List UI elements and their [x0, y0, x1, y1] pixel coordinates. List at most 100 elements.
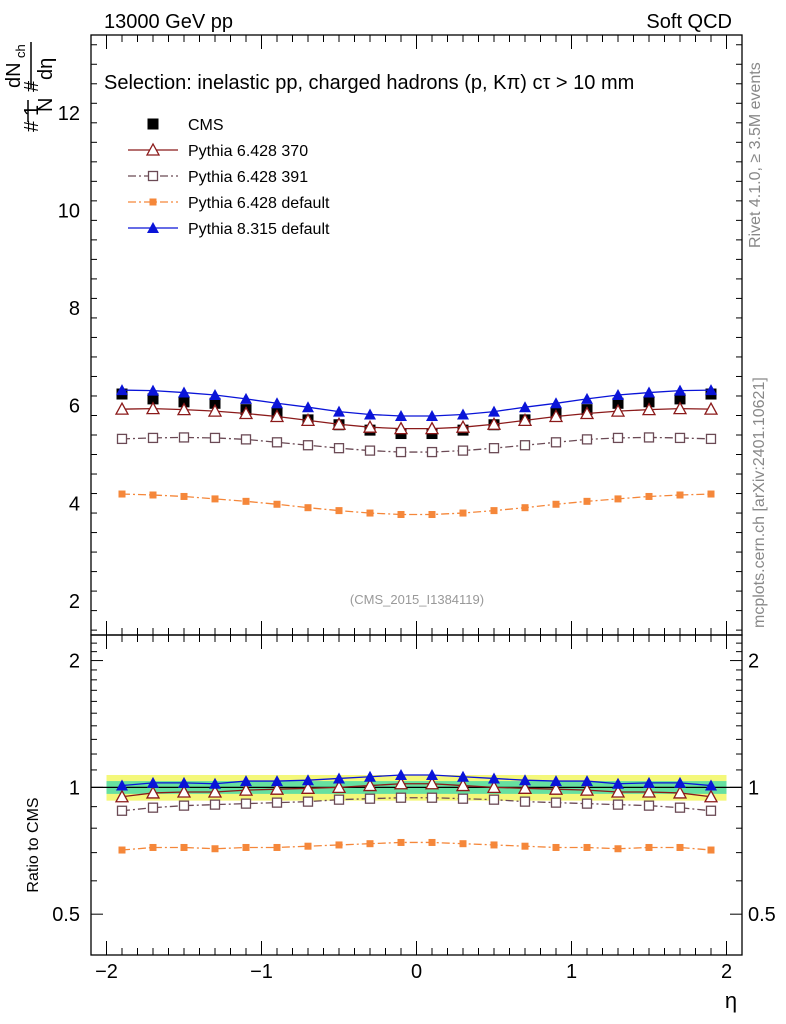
point-p391: [612, 432, 624, 444]
ratio-point-p370: [238, 782, 254, 796]
point-p370: [238, 406, 254, 420]
ratio-point-p370: [393, 776, 409, 790]
point-p6def: [583, 497, 591, 505]
ratio-y-tick-label-right: 1: [748, 777, 759, 799]
ratio-point-p391: [209, 799, 221, 810]
ratio-point-p391: [519, 796, 531, 807]
ratio-point-p391: [364, 793, 376, 804]
rivet-version-label: Rivet 4.1.0, ≥ 3.5M events: [747, 62, 764, 248]
ratio-point-p8def: [302, 774, 314, 786]
point-p8def: [333, 405, 345, 417]
ratio-x-tick-label: 0: [411, 961, 422, 983]
point-p391: [209, 432, 221, 444]
point-p8def: [302, 401, 314, 413]
ratio-point-p6def: [211, 845, 219, 853]
ratio-point-p370: [362, 778, 378, 792]
point-p391: [178, 432, 190, 443]
y-title-one: 1: [21, 105, 43, 116]
point-p6def: [149, 491, 157, 499]
point-p370: [548, 409, 564, 423]
point-p391: [674, 432, 686, 444]
point-p370: [641, 402, 657, 416]
ratio-point-p391: [581, 798, 593, 809]
point-p8def: [271, 397, 283, 409]
ratio-x-tick-label: 2: [721, 961, 732, 983]
ratio-point-p370: [424, 776, 440, 790]
ratio-point-p370: [207, 784, 223, 798]
point-p8def: [705, 384, 717, 396]
ratio-point-p391: [240, 798, 252, 809]
ratio-point-p8def: [178, 776, 190, 788]
point-p6def: [490, 507, 498, 515]
point-cms: [674, 393, 686, 405]
ratio-point-p391: [643, 800, 655, 811]
point-p391: [147, 432, 159, 444]
point-p370: [176, 402, 192, 416]
y-title-n: N: [35, 98, 57, 112]
legend-label-p370: Pythia 6.428 370: [188, 143, 308, 160]
point-cms: [643, 396, 655, 408]
point-p8def: [209, 389, 221, 400]
ratio-point-p391: [488, 794, 500, 805]
ratio-point-p370: [455, 778, 471, 792]
main-y-tick-label: 12: [58, 103, 80, 125]
ratio-point-p8def: [426, 768, 438, 780]
ratio-point-p6def: [521, 842, 529, 850]
point-p391: [240, 434, 252, 445]
point-p6def: [676, 491, 684, 499]
ratio-series-p370: [114, 776, 719, 803]
series-line-p370: [121, 408, 712, 430]
legend-label-cms: CMS: [188, 117, 224, 134]
y-title-dn: dN: [3, 62, 25, 88]
ratio-point-p6def: [242, 843, 250, 851]
series-line-p8def: [121, 389, 712, 417]
ratio-point-p391: [116, 805, 128, 816]
ratio-line-p391: [121, 797, 712, 812]
ratio-point-p6def: [583, 843, 591, 851]
series-p8def: [116, 384, 717, 421]
point-p8def: [426, 409, 438, 421]
ratio-line-p6def: [121, 841, 712, 851]
point-p6def: [614, 495, 622, 503]
point-p6def: [552, 500, 560, 508]
point-cms: [147, 393, 159, 405]
ratio-panel: 0.5 0.5 1 1 2 2 −2 −1 0 1 2: [52, 634, 776, 983]
point-p391: [333, 443, 345, 454]
point-p370: [114, 401, 130, 415]
ratio-point-p6def: [552, 843, 560, 851]
ratio-point-p6def: [149, 843, 157, 851]
point-p6def: [118, 490, 126, 498]
point-p370: [331, 416, 347, 430]
legend-label-p8def: Pythia 8.315 default: [188, 221, 330, 238]
point-p391: [488, 443, 500, 454]
point-p370: [579, 406, 595, 420]
ratio-point-p6def: [428, 838, 436, 846]
point-p391: [302, 440, 314, 451]
ratio-point-p8def: [209, 777, 221, 789]
ratio-point-p8def: [643, 776, 655, 788]
legend-label-p391: Pythia 6.428 391: [188, 169, 308, 186]
point-p6def: [366, 509, 374, 517]
legend: CMS Pythia 6.428 370 Pythia 6.428 391 Pythi…: [128, 117, 330, 238]
main-y-tick-label: 2: [69, 591, 80, 613]
point-p391: [550, 437, 562, 448]
ratio-point-p370: [548, 781, 564, 795]
point-p6def: [335, 507, 343, 515]
point-p391: [426, 446, 438, 458]
ratio-point-p6def: [459, 840, 467, 848]
point-p370: [269, 409, 285, 423]
point-p391: [705, 433, 717, 445]
ratio-series-p8def: [116, 768, 717, 791]
point-p370: [672, 401, 688, 415]
ratio-point-p8def: [674, 776, 686, 788]
ratio-point-p8def: [147, 776, 159, 788]
point-p370: [393, 421, 409, 435]
legend-label-p6def: Pythia 6.428 default: [188, 195, 330, 212]
legend-entry-p6def: Pythia 6.428 default: [128, 195, 330, 212]
point-p391: [643, 432, 655, 443]
point-p6def: [645, 492, 653, 500]
ratio-point-p370: [641, 784, 657, 798]
main-y-tick-label: 6: [69, 396, 80, 418]
legend-entry-cms: CMS: [147, 117, 224, 134]
y-title-hash: #: [21, 120, 43, 132]
